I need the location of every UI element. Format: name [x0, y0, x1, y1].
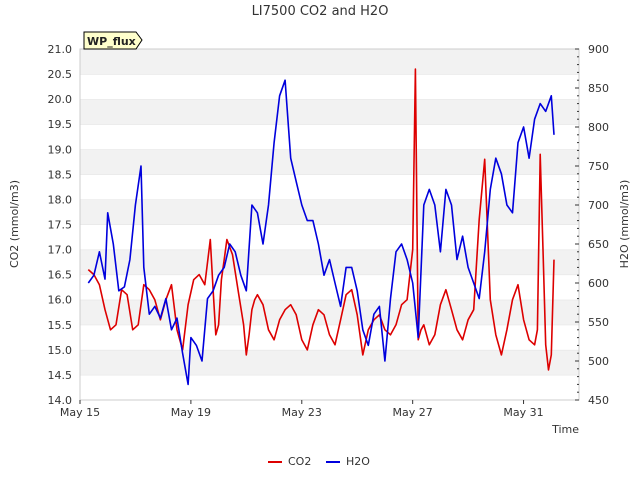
y-left-label: CO2 (mmol/m3) — [8, 180, 21, 268]
y-left-tick-label: 18.0 — [48, 193, 73, 206]
grid-band — [80, 374, 579, 400]
grid-band — [80, 149, 579, 175]
y-right-tick-label: 650 — [588, 238, 609, 251]
x-tick-label: May 27 — [393, 406, 433, 419]
grid-band — [80, 199, 579, 225]
grid-band — [80, 74, 579, 100]
y-right-tick-label: 700 — [588, 199, 609, 212]
y-left-tick-label: 15.0 — [48, 344, 73, 357]
x-tick-label: May 15 — [60, 406, 100, 419]
plot-frame — [79, 48, 580, 401]
y-right-tick-label: 900 — [588, 43, 609, 56]
grid-bands — [80, 48, 579, 400]
y-right-label: H2O (mmol/m3) — [618, 180, 631, 269]
y-left-tick-label: 17.5 — [48, 219, 73, 232]
y-right-tick-label: 600 — [588, 277, 609, 290]
y-right-tick-label: 750 — [588, 160, 609, 173]
grid-band — [80, 349, 579, 375]
y-left-tick-label: 19.5 — [48, 118, 73, 131]
y-right-tick-label: 500 — [588, 355, 609, 368]
y-left-axis: 14.0 14.5 15.0 15.5 16.0 16.5 17.0 17.5 18.0 18.5… — [48, 43, 73, 407]
chart-title: LI7500 CO2 and H2O — [252, 4, 389, 19]
y-left-tick-label: 19.0 — [48, 143, 73, 156]
y-left-tick-label: 20.5 — [48, 68, 73, 81]
grid-band — [80, 324, 579, 350]
grid-band — [80, 274, 579, 300]
y-right-tick-label: 800 — [588, 121, 609, 134]
series-line-h2o — [87, 79, 555, 386]
legend-label-h2o: H2O — [346, 455, 370, 468]
grid-band — [80, 224, 579, 250]
grid-band — [80, 49, 579, 75]
y-left-tick-label: 21.0 — [48, 43, 73, 56]
legend-label-co2: CO2 — [288, 455, 311, 468]
series-layer — [87, 68, 555, 386]
badge: WP_flux — [83, 31, 143, 50]
grid-band — [80, 174, 579, 200]
y-left-tick-label: 18.5 — [48, 168, 73, 181]
y-left-tick-label: 16.5 — [48, 269, 73, 282]
grid-band — [80, 299, 579, 325]
x-tick-label: May 31 — [503, 406, 543, 419]
legend: CO2 H2O — [268, 455, 370, 468]
y-right-axis: 450 500 550 600 650 700 750 800 850 900 — [575, 43, 609, 407]
y-left-tick-label: 20.0 — [48, 93, 73, 106]
y-right-tick-label: 550 — [588, 316, 609, 329]
x-axis: May 15 May 19 May 23 May 27 May 31 — [60, 400, 544, 419]
y-right-tick-label: 450 — [588, 394, 609, 407]
grid-band — [80, 99, 579, 125]
x-tick-label: May 19 — [171, 406, 211, 419]
y-right-tick-label: 850 — [588, 82, 609, 95]
y-left-tick-label: 17.0 — [48, 244, 73, 257]
y-left-tick-label: 14.0 — [48, 394, 73, 407]
y-left-tick-label: 16.0 — [48, 294, 73, 307]
x-tick-label: May 23 — [282, 406, 322, 419]
grid-band — [80, 124, 579, 150]
series-line-co2 — [87, 68, 555, 371]
x-axis-label: Time — [551, 423, 579, 436]
y-left-tick-label: 15.5 — [48, 319, 73, 332]
badge-label: WP_flux — [87, 35, 136, 48]
y-left-tick-label: 14.5 — [48, 369, 73, 382]
